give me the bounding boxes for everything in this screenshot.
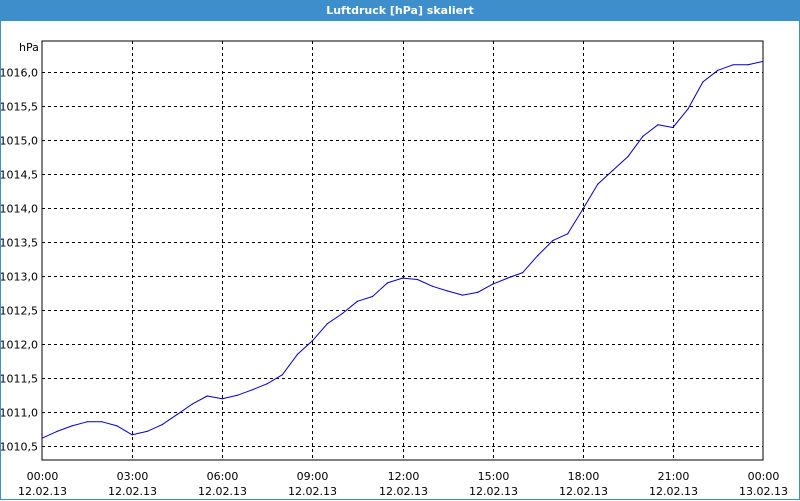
pressure-data-point bbox=[507, 277, 509, 279]
pressure-data-point bbox=[311, 340, 313, 342]
pressure-data-point bbox=[552, 240, 554, 242]
pressure-data-point bbox=[356, 300, 358, 302]
y-tick-label: 1015,5 bbox=[1, 101, 38, 114]
x-tick-labels: 00:00 12.02.13 03:00 12.02.13 06:00 12.02.13 0… bbox=[18, 470, 788, 498]
pressure-data-point bbox=[221, 398, 223, 400]
y-tick-label: 1013,0 bbox=[1, 271, 38, 284]
pressure-data-point bbox=[702, 81, 704, 83]
x-tick-date: 12.02.13 bbox=[469, 485, 518, 498]
y-tick-label: 1010,5 bbox=[1, 441, 38, 454]
pressure-data-point bbox=[56, 430, 58, 432]
pressure-data-point bbox=[416, 278, 419, 281]
pressure-data-point bbox=[447, 290, 449, 292]
pressure-data-point bbox=[747, 64, 749, 66]
window-title: Luftdruck [hPa] skaliert bbox=[1, 1, 799, 21]
pressure-data-point bbox=[131, 434, 133, 436]
pressure-data-point bbox=[371, 295, 374, 298]
pressure-data-point bbox=[101, 421, 103, 423]
pressure-data-point bbox=[281, 374, 283, 376]
pressure-data-point bbox=[627, 156, 629, 158]
pressure-series-line bbox=[41, 60, 764, 439]
x-tick-date: 13.02.13 bbox=[739, 485, 788, 498]
pressure-data-point bbox=[161, 424, 163, 426]
y-tick-label: 1013,5 bbox=[1, 237, 38, 250]
x-tick-date: 12.02.13 bbox=[198, 485, 247, 498]
x-tick-time: 09:00 bbox=[297, 470, 329, 483]
pressure-data-point bbox=[642, 135, 644, 137]
pressure-data-point bbox=[386, 282, 389, 284]
x-tick-time: 06:00 bbox=[207, 470, 239, 483]
x-tick-date: 12.02.13 bbox=[379, 485, 428, 498]
pressure-data-point bbox=[567, 233, 569, 235]
pressure-data-point bbox=[431, 285, 434, 287]
x-tick-time: 03:00 bbox=[117, 470, 149, 483]
y-tick-label: 1015,0 bbox=[1, 135, 38, 148]
pressure-data-point bbox=[176, 413, 178, 415]
pressure-data-point bbox=[612, 169, 614, 171]
x-tick-time: 21:00 bbox=[658, 470, 690, 483]
pressure-data-point bbox=[71, 425, 73, 427]
y-tick-label: 1011,0 bbox=[1, 407, 38, 420]
pressure-data-point bbox=[687, 108, 689, 110]
pressure-data-point bbox=[401, 277, 404, 279]
x-tick-date: 12.02.13 bbox=[288, 485, 337, 498]
y-tick-label: 1011,5 bbox=[1, 373, 38, 386]
pressure-data-point bbox=[522, 272, 524, 274]
y-tick-label: 1016,0 bbox=[1, 67, 38, 80]
pressure-data-point bbox=[251, 389, 253, 391]
pressure-data-point bbox=[86, 421, 88, 423]
pressure-data-point bbox=[597, 183, 599, 185]
y-tick-labels: 1010,5 1011,0 1011,5 1012,0 1012,5 1013,0 1013… bbox=[1, 67, 38, 454]
pressure-data-point bbox=[462, 294, 464, 296]
pressure-data-point bbox=[116, 425, 118, 427]
y-axis-unit-label: hPa bbox=[19, 41, 39, 54]
x-tick-date: 12.02.13 bbox=[649, 485, 698, 498]
pressure-data-point bbox=[477, 291, 479, 293]
pressure-data-point bbox=[537, 255, 539, 257]
plot-frame bbox=[41, 40, 764, 461]
pressure-data-point bbox=[657, 124, 659, 126]
y-tick-label: 1012,5 bbox=[1, 305, 38, 318]
series-layer bbox=[41, 60, 764, 439]
pressure-data-point bbox=[206, 395, 208, 397]
pressure-data-point bbox=[492, 283, 494, 285]
pressure-data-point bbox=[146, 430, 148, 432]
x-tick-time: 00:00 bbox=[27, 470, 59, 483]
pressure-data-point bbox=[762, 60, 764, 63]
x-tick-time: 18:00 bbox=[568, 470, 600, 483]
pressure-data-point bbox=[236, 394, 238, 396]
pressure-data-point bbox=[717, 69, 719, 71]
y-tick-label: 1014,0 bbox=[1, 203, 38, 216]
x-tick-time: 00:00 bbox=[748, 470, 780, 483]
y-tick-label: 1014,5 bbox=[1, 169, 38, 182]
pressure-data-point bbox=[672, 126, 674, 129]
pressure-data-point bbox=[41, 437, 43, 439]
x-tick-date: 12.02.13 bbox=[108, 485, 157, 498]
pressure-data-point bbox=[191, 403, 193, 405]
pressure-data-point bbox=[732, 64, 734, 66]
x-tick-date: 12.02.13 bbox=[18, 485, 67, 498]
y-tick-label: 1012,0 bbox=[1, 339, 38, 352]
pressure-data-point bbox=[582, 208, 584, 210]
pressure-data-point bbox=[341, 312, 343, 315]
x-tick-time: 12:00 bbox=[388, 470, 420, 483]
x-tick-date: 12.02.13 bbox=[559, 485, 608, 498]
x-tick-time: 15:00 bbox=[478, 470, 510, 483]
grid-lines bbox=[41, 40, 764, 461]
pressure-data-point bbox=[266, 383, 268, 385]
pressure-data-point bbox=[326, 323, 328, 325]
pressure-data-point bbox=[296, 353, 298, 355]
